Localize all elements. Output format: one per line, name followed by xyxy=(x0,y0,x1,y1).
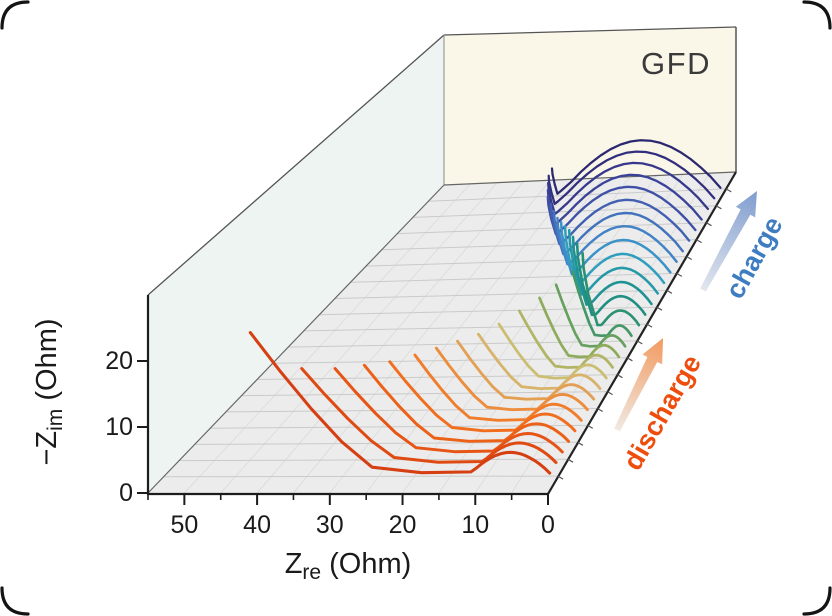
floor-gridline-x xyxy=(412,205,717,218)
floor-gridline-depth xyxy=(256,181,524,494)
x-axis-title: Zre (Ohm) xyxy=(285,548,412,584)
charge-label: charge xyxy=(720,212,789,304)
nyquist-curve-charge xyxy=(547,150,716,206)
floor-gridline-x xyxy=(257,374,618,380)
floor-back-edge xyxy=(443,171,737,186)
depth-axis-tick xyxy=(646,323,653,328)
nyquist-curve-discharge xyxy=(413,353,583,422)
floor-gridline-x xyxy=(179,458,568,462)
floor-gridline-depth xyxy=(220,182,498,494)
x-tick-label: 10 xyxy=(461,511,489,539)
x-tick-label: 0 xyxy=(541,511,555,539)
floor-gridline-x xyxy=(381,239,697,251)
nyquist-curve-discharge xyxy=(476,332,602,391)
depth-axis-tick xyxy=(626,357,633,362)
depth-axis-tick xyxy=(696,239,702,244)
floor-gridline-x xyxy=(366,256,687,267)
floor-gridline-depth xyxy=(293,179,551,494)
nyquist-curve-discharge xyxy=(333,367,564,454)
depth-axis-tick xyxy=(557,475,564,480)
nyquist-curve-discharge xyxy=(388,360,577,433)
depth-axis-tick xyxy=(725,188,732,193)
nyquist-curve-discharge xyxy=(497,322,608,380)
charge-arrow-shape xyxy=(700,190,757,292)
nyquist-curve-charge xyxy=(581,251,641,327)
nyquist-curve-discharge xyxy=(300,367,558,465)
floor xyxy=(148,172,736,493)
x-tick-label: 30 xyxy=(316,511,344,539)
depth-axis-tick xyxy=(607,391,613,396)
depth-axis-tick xyxy=(567,458,574,463)
x-tick-label: 50 xyxy=(170,511,198,539)
corner-bottom-left xyxy=(0,586,30,616)
nyquist-curve-charge xyxy=(547,161,710,216)
floor-left-edge xyxy=(147,184,445,494)
nyquist-curve-discharge xyxy=(456,339,596,401)
floor-gridline-x xyxy=(163,475,558,478)
depth-axis-tick xyxy=(676,272,683,277)
depth-axis-tick xyxy=(577,441,584,446)
depth-axis-tick xyxy=(666,289,673,294)
nyquist-curve-discharge xyxy=(248,331,552,475)
left-wall xyxy=(148,35,444,493)
floor-gridline-x xyxy=(428,188,727,202)
floor-gridline-x xyxy=(334,289,667,299)
charge-arrow xyxy=(700,190,757,292)
panel-title: GFD xyxy=(641,46,711,81)
floor-gridline-x xyxy=(350,272,677,283)
discharge-arrow xyxy=(614,338,664,432)
depth-axis-tick xyxy=(597,407,603,413)
depth-axis xyxy=(547,171,737,495)
nyquist-curve-discharge xyxy=(554,283,627,348)
floor-gridline-depth xyxy=(402,176,631,494)
depth-axis-tick xyxy=(587,424,594,429)
depth-axis-tick xyxy=(706,222,712,227)
nyquist-curve-discharge xyxy=(434,346,589,412)
floor-gridline-x xyxy=(241,391,608,397)
depth-axis-tick xyxy=(686,255,692,261)
depth-axis-tick xyxy=(617,374,623,379)
nyquist-curve-discharge xyxy=(538,296,621,359)
y-tick-label: 0 xyxy=(119,479,133,507)
y-tick-label: 20 xyxy=(105,347,133,375)
corner-bottom-right xyxy=(802,586,832,616)
y-tick-label: 10 xyxy=(105,413,133,441)
back-wall xyxy=(444,27,736,185)
depth-axis-tick xyxy=(656,306,663,311)
depth-axis-tick xyxy=(636,340,643,345)
discharge-arrow-shape xyxy=(614,338,664,432)
x-tick-label: 20 xyxy=(389,511,417,539)
nyquist-curve-charge xyxy=(550,139,722,195)
nyquist-curve-discharge xyxy=(518,309,614,369)
corner-top-right xyxy=(802,0,832,30)
left-wall-top-edge xyxy=(147,34,445,296)
depth-axis-tick xyxy=(715,205,722,210)
back-wall-top-edge xyxy=(443,26,737,36)
x-tick-label: 40 xyxy=(243,511,271,539)
floor-gridline-depth xyxy=(184,183,471,494)
discharge-label: discharge xyxy=(617,350,707,475)
floor-gridline-x xyxy=(272,357,628,364)
nyquist-curve-discharge xyxy=(571,270,633,338)
y-axis-title: −Zim (Ohm) xyxy=(31,318,67,465)
corner-top-left xyxy=(0,0,30,30)
nyquist-curve-discharge xyxy=(362,363,571,443)
